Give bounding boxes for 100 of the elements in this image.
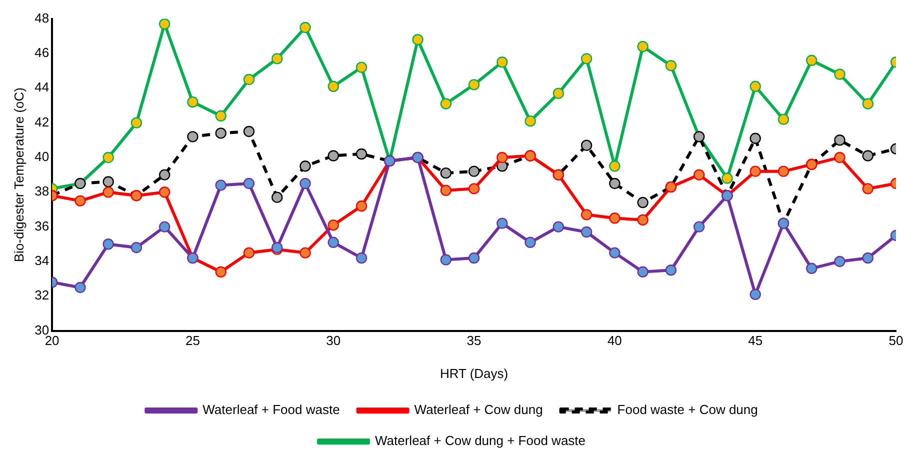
point: [328, 80, 339, 92]
point: [552, 88, 564, 99]
point: [468, 183, 480, 194]
point: [187, 131, 198, 142]
point: [187, 96, 198, 108]
point: [468, 166, 480, 177]
y-tick-label: 42: [34, 114, 50, 130]
point: [130, 242, 142, 254]
legend-label: Waterleaf + Cow dung: [414, 402, 543, 418]
point: [468, 79, 480, 90]
point: [243, 178, 255, 190]
point: [130, 117, 142, 128]
point: [806, 262, 818, 274]
point: [552, 221, 564, 232]
y-tick-label: 34: [34, 253, 50, 268]
point: [158, 186, 170, 198]
point: [356, 200, 368, 212]
legend-label: Waterleaf + Food waste: [202, 402, 340, 418]
y-tick-label: 36: [34, 218, 50, 234]
point: [665, 60, 677, 72]
x-tick-label: 25: [185, 333, 200, 348]
point: [806, 54, 818, 66]
point: [74, 195, 86, 206]
point: [834, 256, 846, 268]
point: [215, 110, 226, 122]
point: [356, 252, 368, 264]
point: [300, 247, 311, 258]
x-tick-label: 30: [326, 333, 341, 348]
point: [862, 150, 874, 162]
point: [834, 134, 846, 146]
point: [74, 282, 86, 294]
point: [637, 196, 648, 208]
point: [300, 178, 311, 190]
point: [862, 252, 874, 264]
point: [272, 192, 283, 203]
y-axis-title: Bio-digester Temperature (oC): [11, 87, 26, 262]
x-axis-title: HRT (Days): [440, 366, 508, 381]
point: [215, 128, 226, 139]
point: [496, 152, 508, 164]
point: [693, 169, 705, 180]
legend-label: Waterleaf + Cow dung + Food waste: [374, 433, 586, 448]
point: [215, 266, 226, 278]
point: [440, 98, 452, 110]
point: [102, 186, 114, 198]
point: [609, 178, 620, 190]
point: [580, 226, 592, 238]
point: [609, 212, 620, 224]
point: [580, 209, 592, 220]
point: [496, 56, 508, 68]
point: [412, 34, 424, 46]
point: [524, 236, 536, 248]
point: [356, 148, 368, 160]
point: [300, 22, 311, 34]
point: [750, 80, 761, 92]
y-tick-label: 48: [34, 10, 50, 26]
point: [356, 62, 368, 73]
point: [158, 169, 170, 180]
point: [580, 53, 592, 64]
point: [328, 236, 339, 248]
point: [468, 252, 480, 264]
y-tick-label: 40: [34, 149, 50, 164]
point: [158, 18, 170, 30]
y-tick-label: 46: [34, 45, 50, 60]
point: [102, 152, 114, 164]
point: [609, 247, 620, 258]
point: [496, 218, 508, 229]
point: [693, 221, 705, 232]
y-tick-label: 32: [34, 288, 50, 303]
y-tick-label: 44: [34, 80, 50, 95]
point: [158, 221, 170, 232]
x-tick-label: 45: [748, 333, 763, 348]
point: [300, 160, 311, 172]
x-tick-label: 40: [607, 333, 622, 348]
x-tick-label: 50: [888, 333, 904, 348]
point: [328, 219, 339, 231]
point: [215, 180, 226, 191]
point: [440, 184, 452, 196]
point: [750, 166, 761, 177]
point: [722, 172, 733, 184]
point: [834, 68, 846, 80]
point: [834, 152, 846, 164]
point: [778, 166, 790, 177]
point: [243, 247, 255, 258]
point: [243, 74, 255, 86]
point: [609, 160, 620, 172]
point: [580, 140, 592, 151]
point: [440, 167, 452, 179]
point: [862, 183, 874, 194]
point: [637, 214, 648, 226]
legend-label: Food waste + Cow dung: [617, 402, 758, 418]
y-tick-label: 38: [34, 184, 50, 199]
point: [243, 126, 255, 138]
point: [102, 238, 114, 250]
point: [862, 98, 874, 110]
point: [272, 53, 283, 64]
point: [665, 264, 677, 276]
point: [750, 132, 761, 144]
point: [524, 115, 536, 127]
point: [328, 150, 339, 162]
point: [102, 176, 114, 188]
